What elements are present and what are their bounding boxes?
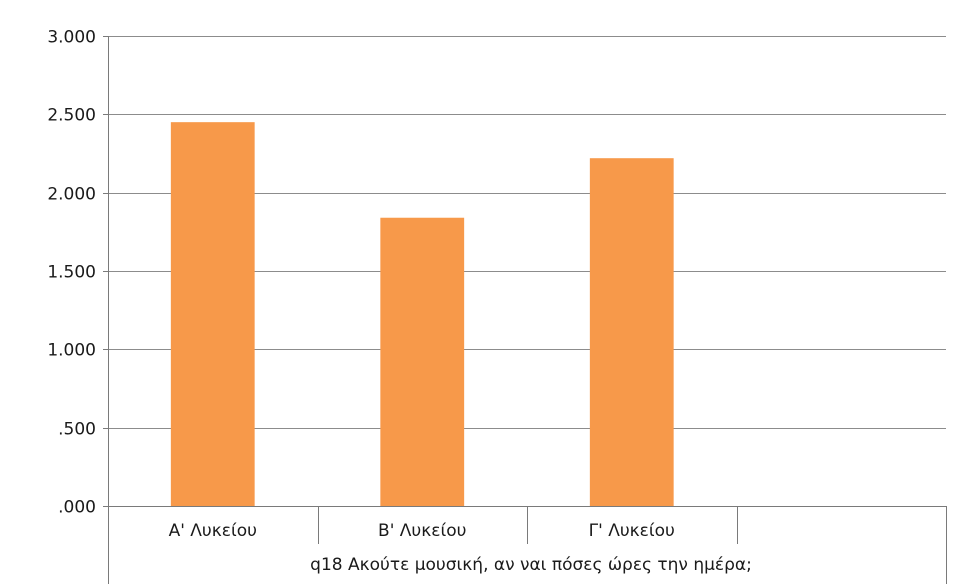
y-axis-tick-labels: .000 .500 1.000 1.500 2.000 2.500 3.000 — [47, 28, 96, 518]
y-tick-label: 1.000 — [47, 341, 96, 361]
y-tick-label: 2.500 — [47, 106, 96, 126]
axes — [103, 36, 947, 584]
x-tick-label: Α' Λυκείου — [169, 521, 257, 541]
y-tick-label: 2.000 — [47, 185, 96, 205]
bars — [170, 122, 674, 507]
x-axis-title: q18 Ακούτε μουσική, αν ναι πόσες ώρες τη… — [310, 555, 752, 575]
x-tick-label: Γ' Λυκείου — [589, 521, 675, 541]
x-tick-label: Β' Λυκείου — [378, 521, 466, 541]
bar — [170, 122, 255, 507]
x-axis-category-labels: Α' Λυκείου Β' Λυκείου Γ' Λυκείου — [169, 521, 675, 541]
y-tick-label: 1.500 — [47, 263, 96, 283]
y-tick-label: .000 — [58, 498, 96, 518]
y-tick-label: 3.000 — [47, 28, 96, 48]
y-tick-label: .500 — [58, 420, 96, 440]
bar — [380, 217, 465, 506]
bar — [589, 158, 674, 506]
